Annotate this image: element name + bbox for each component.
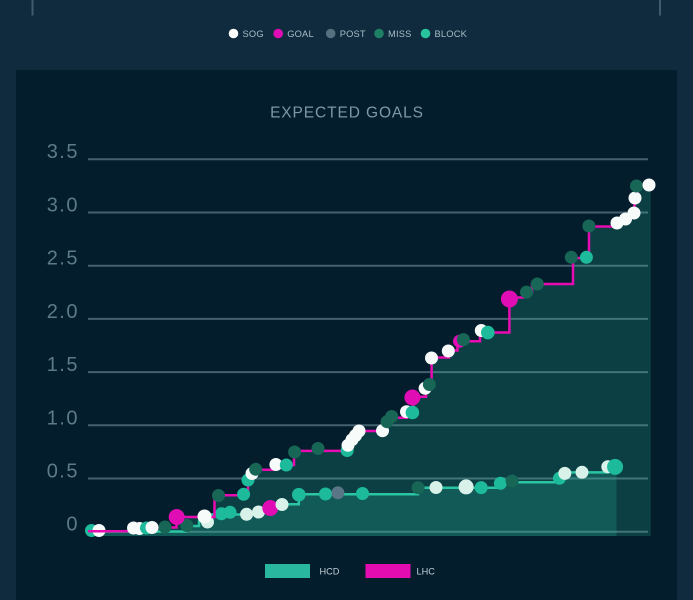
svg-text:SOG: SOG — [243, 29, 264, 39]
svg-text:3.0: 3.0 — [47, 195, 79, 217]
svg-text:3.5: 3.5 — [47, 141, 79, 163]
svg-text:GOAL: GOAL — [287, 29, 314, 39]
svg-text:1.0: 1.0 — [47, 407, 79, 429]
svg-text:LHC: LHC — [417, 567, 436, 577]
svg-text:EXPECTED GOALS: EXPECTED GOALS — [270, 105, 424, 122]
svg-text:1.5: 1.5 — [47, 354, 79, 376]
svg-text:HCD: HCD — [320, 567, 340, 577]
svg-text:2.5: 2.5 — [47, 248, 79, 270]
svg-text:2.0: 2.0 — [47, 301, 79, 323]
svg-text:0: 0 — [66, 514, 79, 536]
svg-text:POST: POST — [340, 29, 366, 39]
svg-text:0.5: 0.5 — [47, 461, 79, 483]
svg-text:MISS: MISS — [388, 29, 412, 39]
svg-text:BLOCK: BLOCK — [435, 29, 468, 39]
